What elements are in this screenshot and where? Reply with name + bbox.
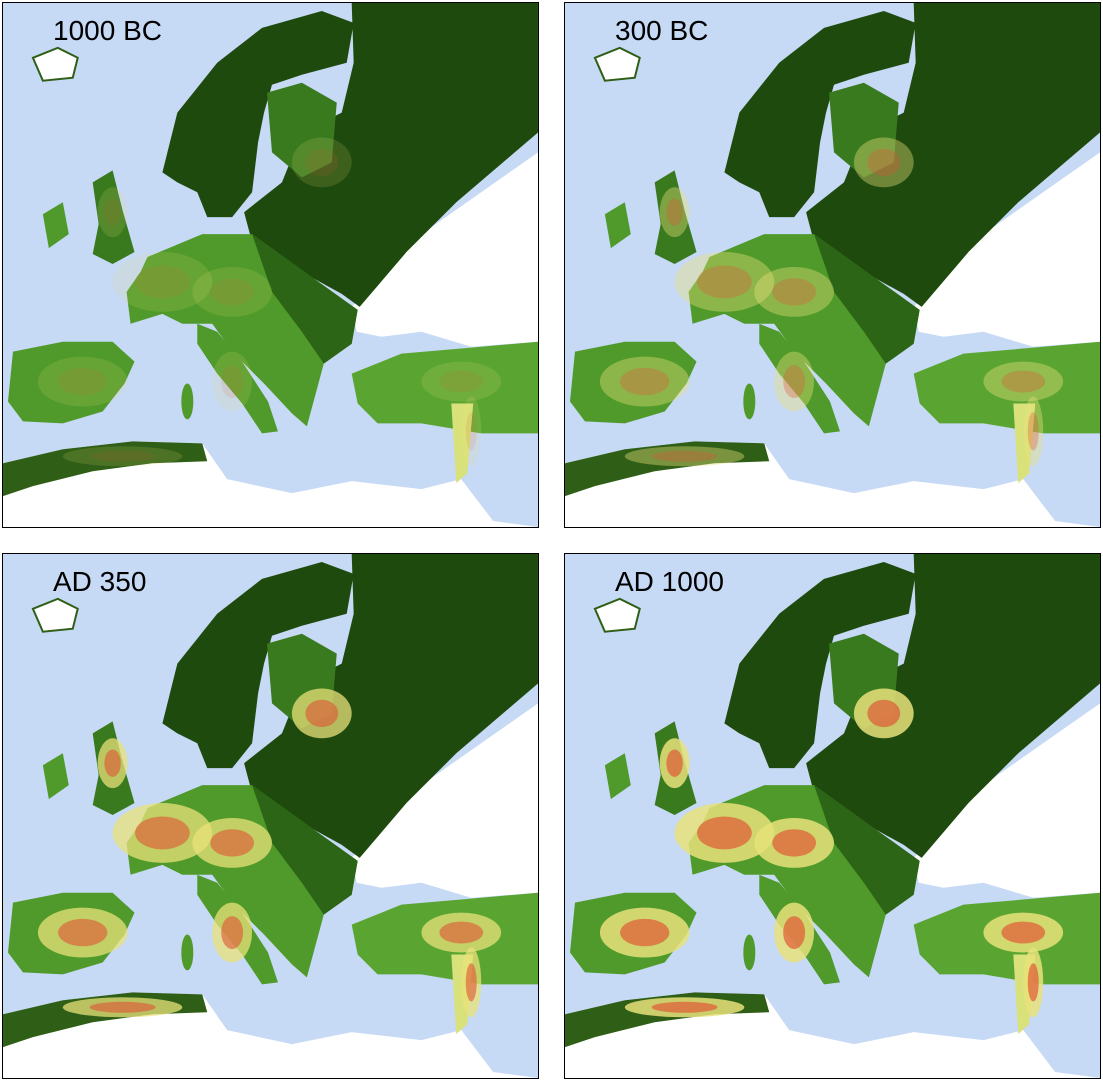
panel-label: AD 350 xyxy=(53,566,147,597)
cleared-land-patch xyxy=(1027,963,1039,1002)
panel-label: 300 BC xyxy=(615,15,709,46)
open-land-patch xyxy=(1023,396,1044,467)
land-base xyxy=(3,3,538,527)
land-base xyxy=(565,3,1100,527)
panel-label: AD 1000 xyxy=(615,566,724,597)
cleared-land-patch xyxy=(305,699,339,728)
map-panel: AD 1000 xyxy=(564,553,1101,1079)
cleared-land-patch xyxy=(783,916,806,949)
open-land-patch xyxy=(212,351,253,412)
cleared-land-patch xyxy=(1001,921,1046,944)
vegetation-map xyxy=(3,3,538,527)
cleared-land-patch xyxy=(666,749,683,777)
open-land-patch xyxy=(112,252,213,312)
open-land-patch xyxy=(624,446,745,467)
open-land-patch xyxy=(599,356,690,407)
cleared-land-patch xyxy=(1001,370,1046,393)
cleared-land-patch xyxy=(465,963,477,1002)
cleared-land-patch xyxy=(620,918,670,947)
map-panel: 1000 BC xyxy=(2,2,539,528)
open-land-patch xyxy=(754,266,834,317)
cleared-land-patch xyxy=(58,918,108,947)
cleared-land-patch xyxy=(620,367,670,396)
cleared-land-patch xyxy=(104,749,121,777)
open-land-patch xyxy=(659,187,690,238)
open-land-patch xyxy=(983,361,1064,402)
cleared-land-patch xyxy=(867,699,901,728)
cleared-land-patch xyxy=(697,816,752,850)
cleared-land-patch xyxy=(651,1001,718,1013)
vegetation-map xyxy=(3,554,538,1078)
vegetation-map xyxy=(565,3,1100,527)
cleared-land-patch xyxy=(210,278,255,306)
cleared-land-patch xyxy=(772,829,817,857)
cleared-land-patch xyxy=(58,367,108,396)
cleared-land-patch xyxy=(221,916,244,949)
cleared-land-patch xyxy=(89,1001,156,1013)
open-land-patch xyxy=(192,266,272,317)
cleared-land-patch xyxy=(651,450,718,462)
open-land-patch xyxy=(97,187,128,238)
cleared-land-patch xyxy=(697,265,752,299)
cleared-land-patch xyxy=(210,829,255,857)
cleared-land-patch xyxy=(135,816,190,850)
panel-label: 1000 BC xyxy=(53,15,162,46)
open-land-patch xyxy=(421,361,502,402)
open-land-patch xyxy=(774,351,815,412)
map-panel: 300 BC xyxy=(564,2,1101,528)
cleared-land-patch xyxy=(666,198,683,226)
cleared-land-patch xyxy=(465,412,477,451)
land-base xyxy=(3,554,538,1078)
open-land-patch xyxy=(461,396,482,467)
open-land-patch xyxy=(674,252,775,312)
cleared-land-patch xyxy=(439,370,484,393)
cleared-land-patch xyxy=(221,365,244,398)
cleared-land-patch xyxy=(867,148,901,177)
open-land-patch xyxy=(62,446,183,467)
cleared-land-patch xyxy=(772,278,817,306)
cleared-land-patch xyxy=(104,198,121,226)
cleared-land-patch xyxy=(1027,412,1039,451)
open-land-patch xyxy=(291,137,352,188)
open-land-patch xyxy=(853,137,914,188)
cleared-land-patch xyxy=(783,365,806,398)
open-land-patch xyxy=(37,356,128,407)
cleared-land-patch xyxy=(305,148,339,177)
map-panel: AD 350 xyxy=(2,553,539,1079)
vegetation-map xyxy=(565,554,1100,1078)
cleared-land-patch xyxy=(89,450,156,462)
land-base xyxy=(565,554,1100,1078)
cleared-land-patch xyxy=(439,921,484,944)
cleared-land-patch xyxy=(135,265,190,299)
